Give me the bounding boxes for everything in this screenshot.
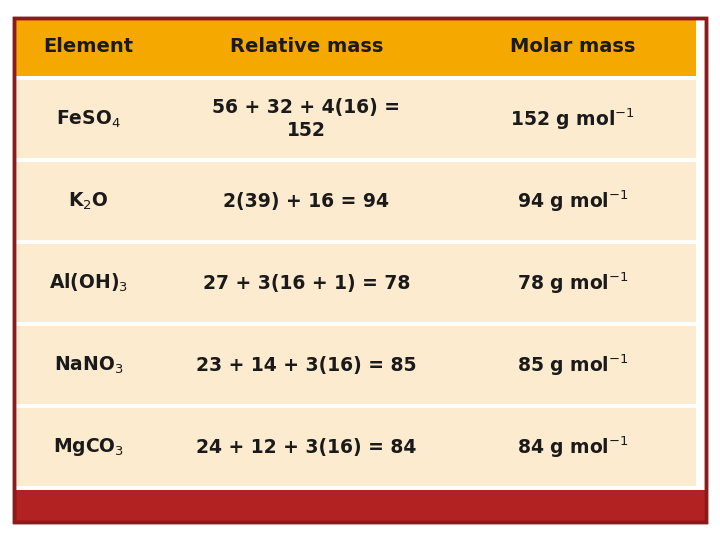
- Text: 24 + 12 + 3(16) = 84: 24 + 12 + 3(16) = 84: [196, 437, 417, 456]
- Bar: [14, 408, 163, 486]
- Bar: [163, 162, 450, 240]
- Bar: [14, 326, 163, 404]
- Text: 94 g mol$^{-1}$: 94 g mol$^{-1}$: [517, 188, 629, 214]
- Text: K$_2$O: K$_2$O: [68, 191, 109, 212]
- Text: MgCO$_3$: MgCO$_3$: [53, 436, 124, 458]
- Bar: [14, 80, 163, 158]
- Text: 56 + 32 + 4(16) =
152: 56 + 32 + 4(16) = 152: [212, 98, 400, 140]
- Text: 27 + 3(16 + 1) = 78: 27 + 3(16 + 1) = 78: [203, 273, 410, 293]
- Bar: [163, 18, 450, 76]
- Bar: [450, 80, 696, 158]
- Text: 2(39) + 16 = 94: 2(39) + 16 = 94: [223, 192, 390, 211]
- Bar: [14, 18, 163, 76]
- Text: 78 g mol$^{-1}$: 78 g mol$^{-1}$: [517, 270, 629, 296]
- Text: Element: Element: [43, 37, 133, 57]
- Text: NaNO$_3$: NaNO$_3$: [54, 354, 123, 376]
- Bar: [163, 244, 450, 322]
- Bar: [450, 162, 696, 240]
- Text: Molar mass: Molar mass: [510, 37, 636, 57]
- Text: Al(OH)$_3$: Al(OH)$_3$: [49, 272, 128, 294]
- Text: 23 + 14 + 3(16) = 85: 23 + 14 + 3(16) = 85: [196, 355, 417, 375]
- Text: Relative mass: Relative mass: [230, 37, 383, 57]
- Bar: [450, 326, 696, 404]
- Text: 152 g mol$^{-1}$: 152 g mol$^{-1}$: [510, 106, 635, 132]
- Text: FeSO$_4$: FeSO$_4$: [56, 109, 121, 130]
- Bar: [163, 326, 450, 404]
- Bar: [163, 408, 450, 486]
- Bar: [14, 162, 163, 240]
- Bar: [450, 244, 696, 322]
- Bar: [14, 244, 163, 322]
- Bar: [450, 408, 696, 486]
- Bar: [163, 80, 450, 158]
- Text: 84 g mol$^{-1}$: 84 g mol$^{-1}$: [517, 434, 629, 460]
- Text: 85 g mol$^{-1}$: 85 g mol$^{-1}$: [517, 352, 629, 378]
- Bar: [14, 490, 706, 522]
- Bar: [450, 18, 696, 76]
